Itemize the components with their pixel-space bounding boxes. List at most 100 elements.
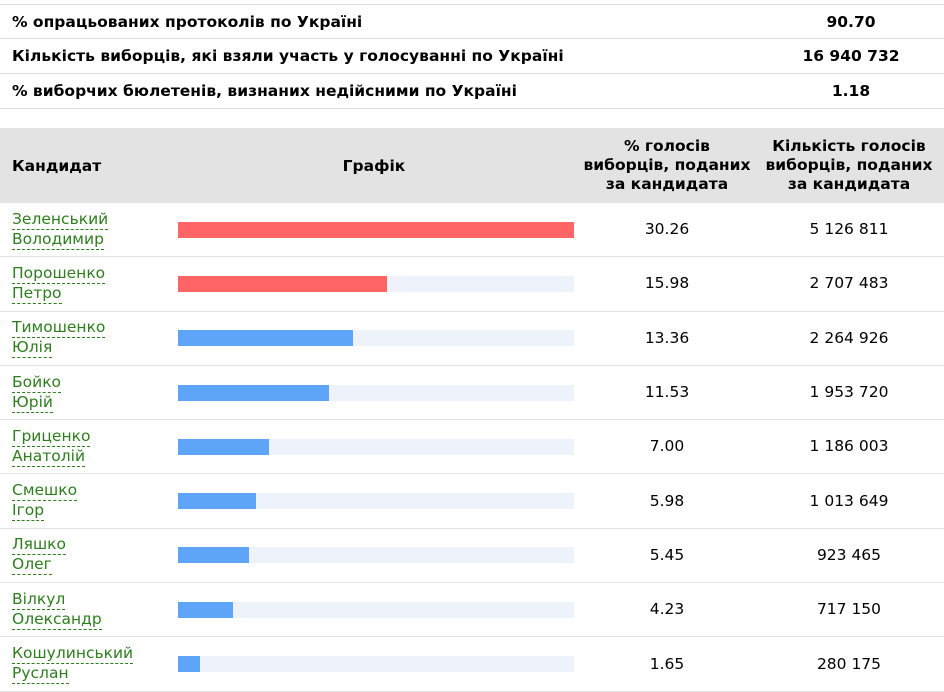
summary-value: 1.18 bbox=[831, 82, 871, 100]
graph-cell bbox=[168, 330, 580, 347]
pct-cell: 1.65 bbox=[649, 654, 685, 673]
bar-track bbox=[178, 601, 574, 618]
header-candidate: Кандидат bbox=[12, 156, 102, 175]
table-row: Тимошенко Юлія 13.36 2 264 926 bbox=[0, 312, 944, 366]
candidate-surname: Вілкул bbox=[12, 589, 66, 610]
votes-cell: 717 150 bbox=[816, 600, 882, 619]
bar-fill bbox=[178, 656, 200, 673]
graph-cell bbox=[168, 275, 580, 292]
candidate-link[interactable]: Порошенко Петро bbox=[12, 263, 106, 304]
bar-track bbox=[178, 656, 574, 673]
header-graph: Графік bbox=[342, 156, 406, 175]
candidate-firstname: Юлія bbox=[12, 338, 53, 359]
summary-label: % виборчих бюлетенів, визнаних недійсним… bbox=[12, 82, 517, 100]
candidate-cell: Порошенко Петро bbox=[0, 264, 168, 304]
pct-cell: 4.23 bbox=[649, 600, 685, 619]
graph-cell bbox=[168, 547, 580, 564]
candidate-cell: Бойко Юрій bbox=[0, 373, 168, 413]
candidate-link[interactable]: Тимошенко Юлія bbox=[12, 318, 106, 359]
votes-cell: 2 264 926 bbox=[809, 328, 889, 347]
header-pct: % голосів виборців, поданих за кандидата bbox=[583, 137, 751, 193]
bar-fill bbox=[178, 547, 250, 564]
graph-cell bbox=[168, 601, 580, 618]
table-row: Вілкул Олександр 4.23 717 150 bbox=[0, 583, 944, 638]
candidate-cell: Кошулинський Руслан bbox=[0, 644, 168, 685]
candidate-surname: Тимошенко bbox=[12, 318, 106, 339]
candidate-link[interactable]: Ляшко Олег bbox=[12, 535, 67, 576]
table-row: Зеленський Володимир 30.26 5 126 811 bbox=[0, 203, 944, 258]
candidate-surname: Ляшко bbox=[12, 535, 67, 556]
bar-fill bbox=[178, 601, 234, 618]
summary-row-processed: % опрацьованих протоколів по Україні 90.… bbox=[0, 4, 944, 39]
candidate-link[interactable]: Бойко Юрій bbox=[12, 372, 62, 413]
summary-row-turnout: Кількість виборців, які взяли участь у г… bbox=[0, 39, 944, 74]
bar-track bbox=[178, 221, 574, 238]
candidate-link[interactable]: Кошулинський Руслан bbox=[12, 644, 134, 685]
candidate-firstname: Володимир bbox=[12, 229, 104, 250]
votes-cell: 1 953 720 bbox=[809, 383, 889, 402]
pct-cell: 13.36 bbox=[644, 328, 690, 347]
candidate-link[interactable]: Вілкул Олександр bbox=[12, 590, 102, 630]
results-header: Кандидат Графік % голосів виборців, пода… bbox=[0, 128, 944, 203]
table-row: Ляшко Олег 5.45 923 465 bbox=[0, 529, 944, 584]
summary-label: % опрацьованих протоколів по Україні bbox=[12, 12, 363, 31]
candidate-surname: Смешко bbox=[12, 481, 78, 502]
candidate-cell: Гриценко Анатолій bbox=[0, 427, 168, 467]
pct-cell: 5.45 bbox=[649, 545, 685, 564]
bar-track bbox=[178, 330, 574, 347]
bar-fill bbox=[178, 493, 257, 510]
results-table: Кандидат Графік % голосів виборців, пода… bbox=[0, 128, 944, 692]
graph-cell bbox=[168, 221, 580, 238]
candidate-cell: Смешко Ігор bbox=[0, 481, 168, 522]
candidate-firstname: Руслан bbox=[12, 664, 69, 685]
table-row: Порошенко Петро 15.98 2 707 483 bbox=[0, 257, 944, 312]
bar-fill bbox=[178, 384, 329, 401]
table-row: Бойко Юрій 11.53 1 953 720 bbox=[0, 366, 944, 421]
bar-track bbox=[178, 438, 574, 455]
votes-cell: 923 465 bbox=[816, 545, 882, 564]
bar-track bbox=[178, 384, 574, 401]
summary-value: 16 940 732 bbox=[802, 47, 900, 65]
pct-cell: 5.98 bbox=[649, 491, 685, 510]
bar-track bbox=[178, 275, 574, 292]
candidate-firstname: Юрій bbox=[12, 392, 53, 413]
candidate-firstname: Ігор bbox=[12, 501, 45, 522]
candidate-firstname: Олександр bbox=[12, 609, 102, 630]
candidate-cell: Ляшко Олег bbox=[0, 535, 168, 576]
candidate-firstname: Петро bbox=[12, 283, 62, 304]
summary-row-invalid: % виборчих бюлетенів, визнаних недійсним… bbox=[0, 74, 944, 109]
graph-cell bbox=[168, 384, 580, 401]
pct-cell: 11.53 bbox=[644, 383, 690, 402]
candidate-surname: Бойко bbox=[12, 372, 62, 393]
candidate-cell: Тимошенко Юлія bbox=[0, 318, 168, 359]
header-count: Кількість голосів виборців, поданих за к… bbox=[765, 137, 933, 193]
votes-cell: 5 126 811 bbox=[809, 220, 889, 239]
pct-cell: 15.98 bbox=[644, 274, 690, 293]
candidate-surname: Порошенко bbox=[12, 263, 106, 284]
table-row: Кошулинський Руслан 1.65 280 175 bbox=[0, 637, 944, 692]
bar-fill bbox=[178, 330, 353, 347]
candidate-link[interactable]: Смешко Ігор bbox=[12, 481, 78, 522]
bar-track bbox=[178, 547, 574, 564]
candidate-surname: Зеленський bbox=[12, 209, 109, 230]
bar-fill bbox=[178, 221, 574, 238]
table-row: Гриценко Анатолій 7.00 1 186 003 bbox=[0, 420, 944, 475]
graph-cell bbox=[168, 438, 580, 455]
candidate-firstname: Анатолій bbox=[12, 446, 86, 467]
votes-cell: 1 013 649 bbox=[809, 491, 889, 510]
candidate-link[interactable]: Зеленський Володимир bbox=[12, 209, 109, 250]
votes-cell: 280 175 bbox=[816, 654, 882, 673]
results-body: Зеленський Володимир 30.26 5 126 811 Порошен… bbox=[0, 203, 944, 692]
pct-cell: 30.26 bbox=[644, 220, 690, 239]
summary-label: Кількість виборців, які взяли участь у г… bbox=[12, 47, 564, 65]
votes-cell: 2 707 483 bbox=[809, 274, 889, 293]
pct-cell: 7.00 bbox=[649, 437, 685, 456]
bar-fill bbox=[178, 275, 388, 292]
candidate-link[interactable]: Гриценко Анатолій bbox=[12, 426, 91, 467]
candidate-cell: Вілкул Олександр bbox=[0, 590, 168, 630]
votes-cell: 1 186 003 bbox=[809, 437, 889, 456]
summary-value: 90.70 bbox=[826, 12, 876, 31]
candidate-surname: Кошулинський bbox=[12, 644, 134, 665]
candidate-surname: Гриценко bbox=[12, 426, 91, 447]
summary-table: % опрацьованих протоколів по Україні 90.… bbox=[0, 4, 944, 109]
